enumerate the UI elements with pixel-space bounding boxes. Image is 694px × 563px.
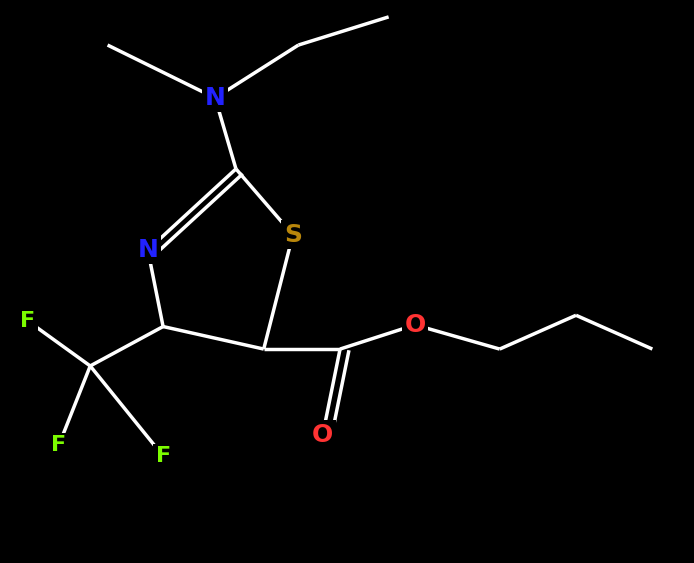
Text: N: N bbox=[205, 86, 226, 110]
Text: S: S bbox=[284, 223, 302, 247]
Text: F: F bbox=[155, 446, 171, 466]
Text: O: O bbox=[312, 423, 333, 446]
Text: N: N bbox=[137, 238, 158, 262]
Text: F: F bbox=[20, 311, 35, 331]
Text: F: F bbox=[51, 435, 67, 455]
Text: O: O bbox=[405, 313, 425, 337]
